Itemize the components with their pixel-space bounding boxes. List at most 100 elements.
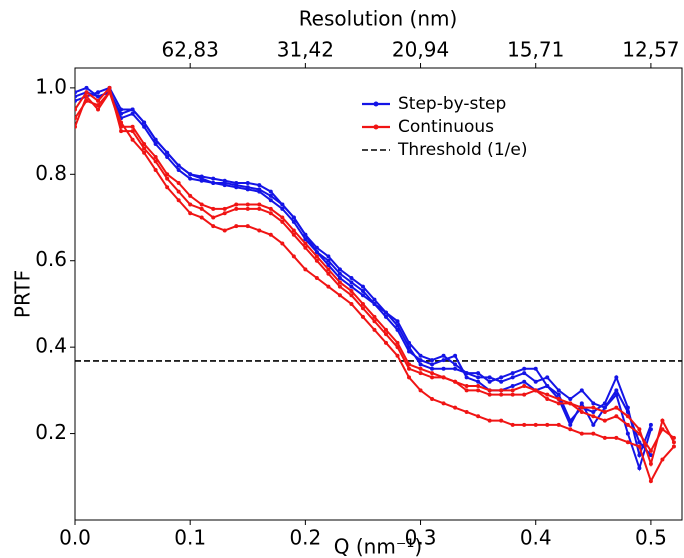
point bbox=[314, 254, 319, 259]
x-tick-label: 0.5 bbox=[635, 526, 667, 550]
top-tick-label: 15,71 bbox=[507, 38, 564, 62]
point bbox=[211, 206, 216, 211]
point bbox=[360, 288, 365, 293]
point bbox=[291, 228, 296, 233]
point bbox=[671, 440, 676, 445]
point bbox=[96, 94, 101, 99]
point bbox=[660, 427, 665, 432]
point bbox=[360, 314, 365, 319]
point bbox=[280, 219, 285, 224]
point bbox=[349, 301, 354, 306]
point bbox=[660, 418, 665, 423]
point bbox=[211, 215, 216, 220]
point bbox=[499, 392, 504, 397]
point bbox=[268, 193, 273, 198]
point bbox=[453, 362, 458, 367]
point bbox=[75, 94, 77, 99]
point bbox=[522, 371, 527, 376]
plot-frame bbox=[74, 67, 683, 521]
point bbox=[591, 422, 596, 427]
point bbox=[222, 211, 227, 216]
point bbox=[153, 142, 158, 147]
point bbox=[360, 293, 365, 298]
point bbox=[234, 183, 239, 188]
point bbox=[199, 202, 204, 207]
point bbox=[602, 401, 607, 406]
point bbox=[533, 366, 538, 371]
point bbox=[199, 215, 204, 220]
point bbox=[268, 189, 273, 194]
point bbox=[257, 228, 262, 233]
point bbox=[360, 301, 365, 306]
point bbox=[142, 146, 147, 151]
point bbox=[119, 107, 124, 112]
point bbox=[430, 358, 435, 363]
point bbox=[441, 375, 446, 380]
point bbox=[153, 159, 158, 164]
point bbox=[499, 375, 504, 380]
point bbox=[383, 310, 388, 315]
legend-marker bbox=[373, 124, 379, 130]
point bbox=[84, 98, 89, 103]
point bbox=[510, 422, 515, 427]
point bbox=[383, 327, 388, 332]
point bbox=[96, 98, 101, 103]
point bbox=[176, 198, 181, 203]
y-tick-label: 0.2 bbox=[35, 420, 67, 444]
point bbox=[84, 85, 89, 90]
point bbox=[211, 180, 216, 185]
point bbox=[430, 362, 435, 367]
point bbox=[464, 375, 469, 380]
point bbox=[441, 401, 446, 406]
point bbox=[165, 176, 170, 181]
point bbox=[326, 263, 331, 268]
point bbox=[648, 461, 653, 466]
top-tick-label: 12,57 bbox=[622, 38, 679, 62]
point bbox=[349, 288, 354, 293]
point bbox=[522, 366, 527, 371]
point bbox=[199, 176, 204, 181]
point bbox=[337, 276, 342, 281]
point bbox=[476, 375, 481, 380]
point bbox=[476, 379, 481, 384]
point bbox=[130, 124, 135, 129]
point bbox=[383, 314, 388, 319]
point bbox=[153, 155, 158, 160]
point bbox=[453, 353, 458, 358]
point bbox=[395, 353, 400, 358]
point bbox=[142, 124, 147, 129]
point bbox=[165, 172, 170, 177]
point bbox=[303, 241, 308, 246]
point bbox=[614, 414, 619, 419]
series-line bbox=[75, 86, 652, 472]
point bbox=[648, 422, 653, 427]
point bbox=[579, 388, 584, 393]
point bbox=[591, 401, 596, 406]
point bbox=[130, 111, 135, 116]
point bbox=[556, 422, 561, 427]
point bbox=[464, 384, 469, 389]
point bbox=[591, 405, 596, 410]
series-line bbox=[75, 89, 675, 468]
point bbox=[303, 245, 308, 250]
point bbox=[257, 183, 262, 188]
point bbox=[648, 453, 653, 458]
point bbox=[487, 388, 492, 393]
point bbox=[395, 327, 400, 332]
point bbox=[453, 366, 458, 371]
point bbox=[499, 379, 504, 384]
point bbox=[291, 254, 296, 259]
point bbox=[476, 388, 481, 393]
point bbox=[568, 427, 573, 432]
point bbox=[176, 167, 181, 172]
point bbox=[533, 388, 538, 393]
point bbox=[441, 366, 446, 371]
point bbox=[222, 180, 227, 185]
point bbox=[245, 185, 250, 190]
point bbox=[510, 371, 515, 376]
point bbox=[268, 211, 273, 216]
top-axis-title: Resolution (nm) bbox=[299, 7, 458, 31]
point bbox=[464, 409, 469, 414]
point bbox=[487, 418, 492, 423]
legend-marker bbox=[373, 101, 379, 107]
